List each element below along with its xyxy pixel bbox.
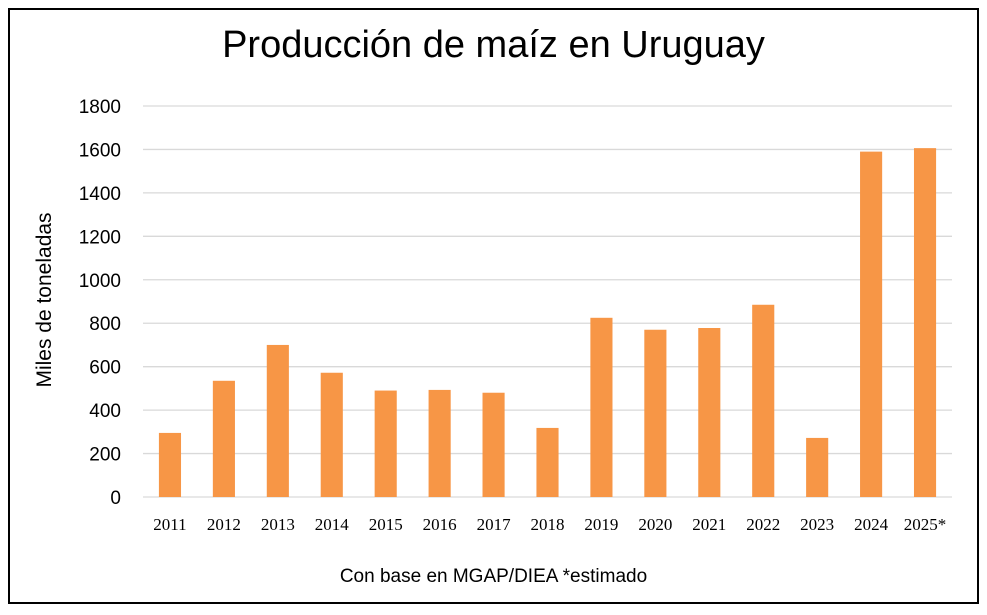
bar xyxy=(590,317,613,497)
bar xyxy=(806,437,829,497)
source-note: Con base en MGAP/DIEA *estimado xyxy=(339,566,648,587)
y-tick-label: 1000 xyxy=(79,271,121,292)
y-tick-label: 1800 xyxy=(79,97,121,118)
bar xyxy=(482,392,505,497)
y-tick-label: 0 xyxy=(110,488,121,509)
x-tick-label: 2021 xyxy=(692,515,726,534)
x-tick-label: 2016 xyxy=(423,515,457,534)
x-tick-label: 2019 xyxy=(584,515,618,534)
chart-title: Producción de maíz en Uruguay xyxy=(222,24,765,66)
bar xyxy=(644,329,667,497)
x-tick-label: 2022 xyxy=(746,515,780,534)
y-tick-label: 400 xyxy=(89,401,121,422)
y-tick-label: 200 xyxy=(89,445,121,466)
x-tick-label: 2020 xyxy=(638,515,672,534)
bar xyxy=(752,304,775,497)
x-tick-label: 2011 xyxy=(153,515,186,534)
bar xyxy=(860,151,883,497)
bar xyxy=(158,432,182,497)
bar xyxy=(536,427,559,497)
bar xyxy=(698,328,721,497)
bar xyxy=(320,372,343,497)
bar xyxy=(374,390,397,497)
x-tick-label: 2015 xyxy=(369,515,403,534)
y-tick-label: 1200 xyxy=(79,227,121,248)
x-tick-label: 2014 xyxy=(315,515,350,534)
y-tick-label: 800 xyxy=(89,314,121,335)
x-tick-label: 2023 xyxy=(800,515,834,534)
bar xyxy=(913,148,937,497)
x-tick-label: 2018 xyxy=(531,515,565,534)
y-tick-label: 1600 xyxy=(79,140,121,161)
bar xyxy=(428,389,451,497)
bar xyxy=(212,380,235,497)
x-tick-label: 2017 xyxy=(477,515,512,534)
bar xyxy=(266,344,289,497)
x-tick-label: 2024 xyxy=(854,515,889,534)
x-tick-label: 2012 xyxy=(207,515,241,534)
y-tick-label: 600 xyxy=(89,358,121,379)
y-tick-label: 1400 xyxy=(79,184,121,205)
chart-frame xyxy=(8,8,979,604)
x-tick-label: 2025* xyxy=(904,515,947,534)
x-tick-label: 2013 xyxy=(261,515,295,534)
